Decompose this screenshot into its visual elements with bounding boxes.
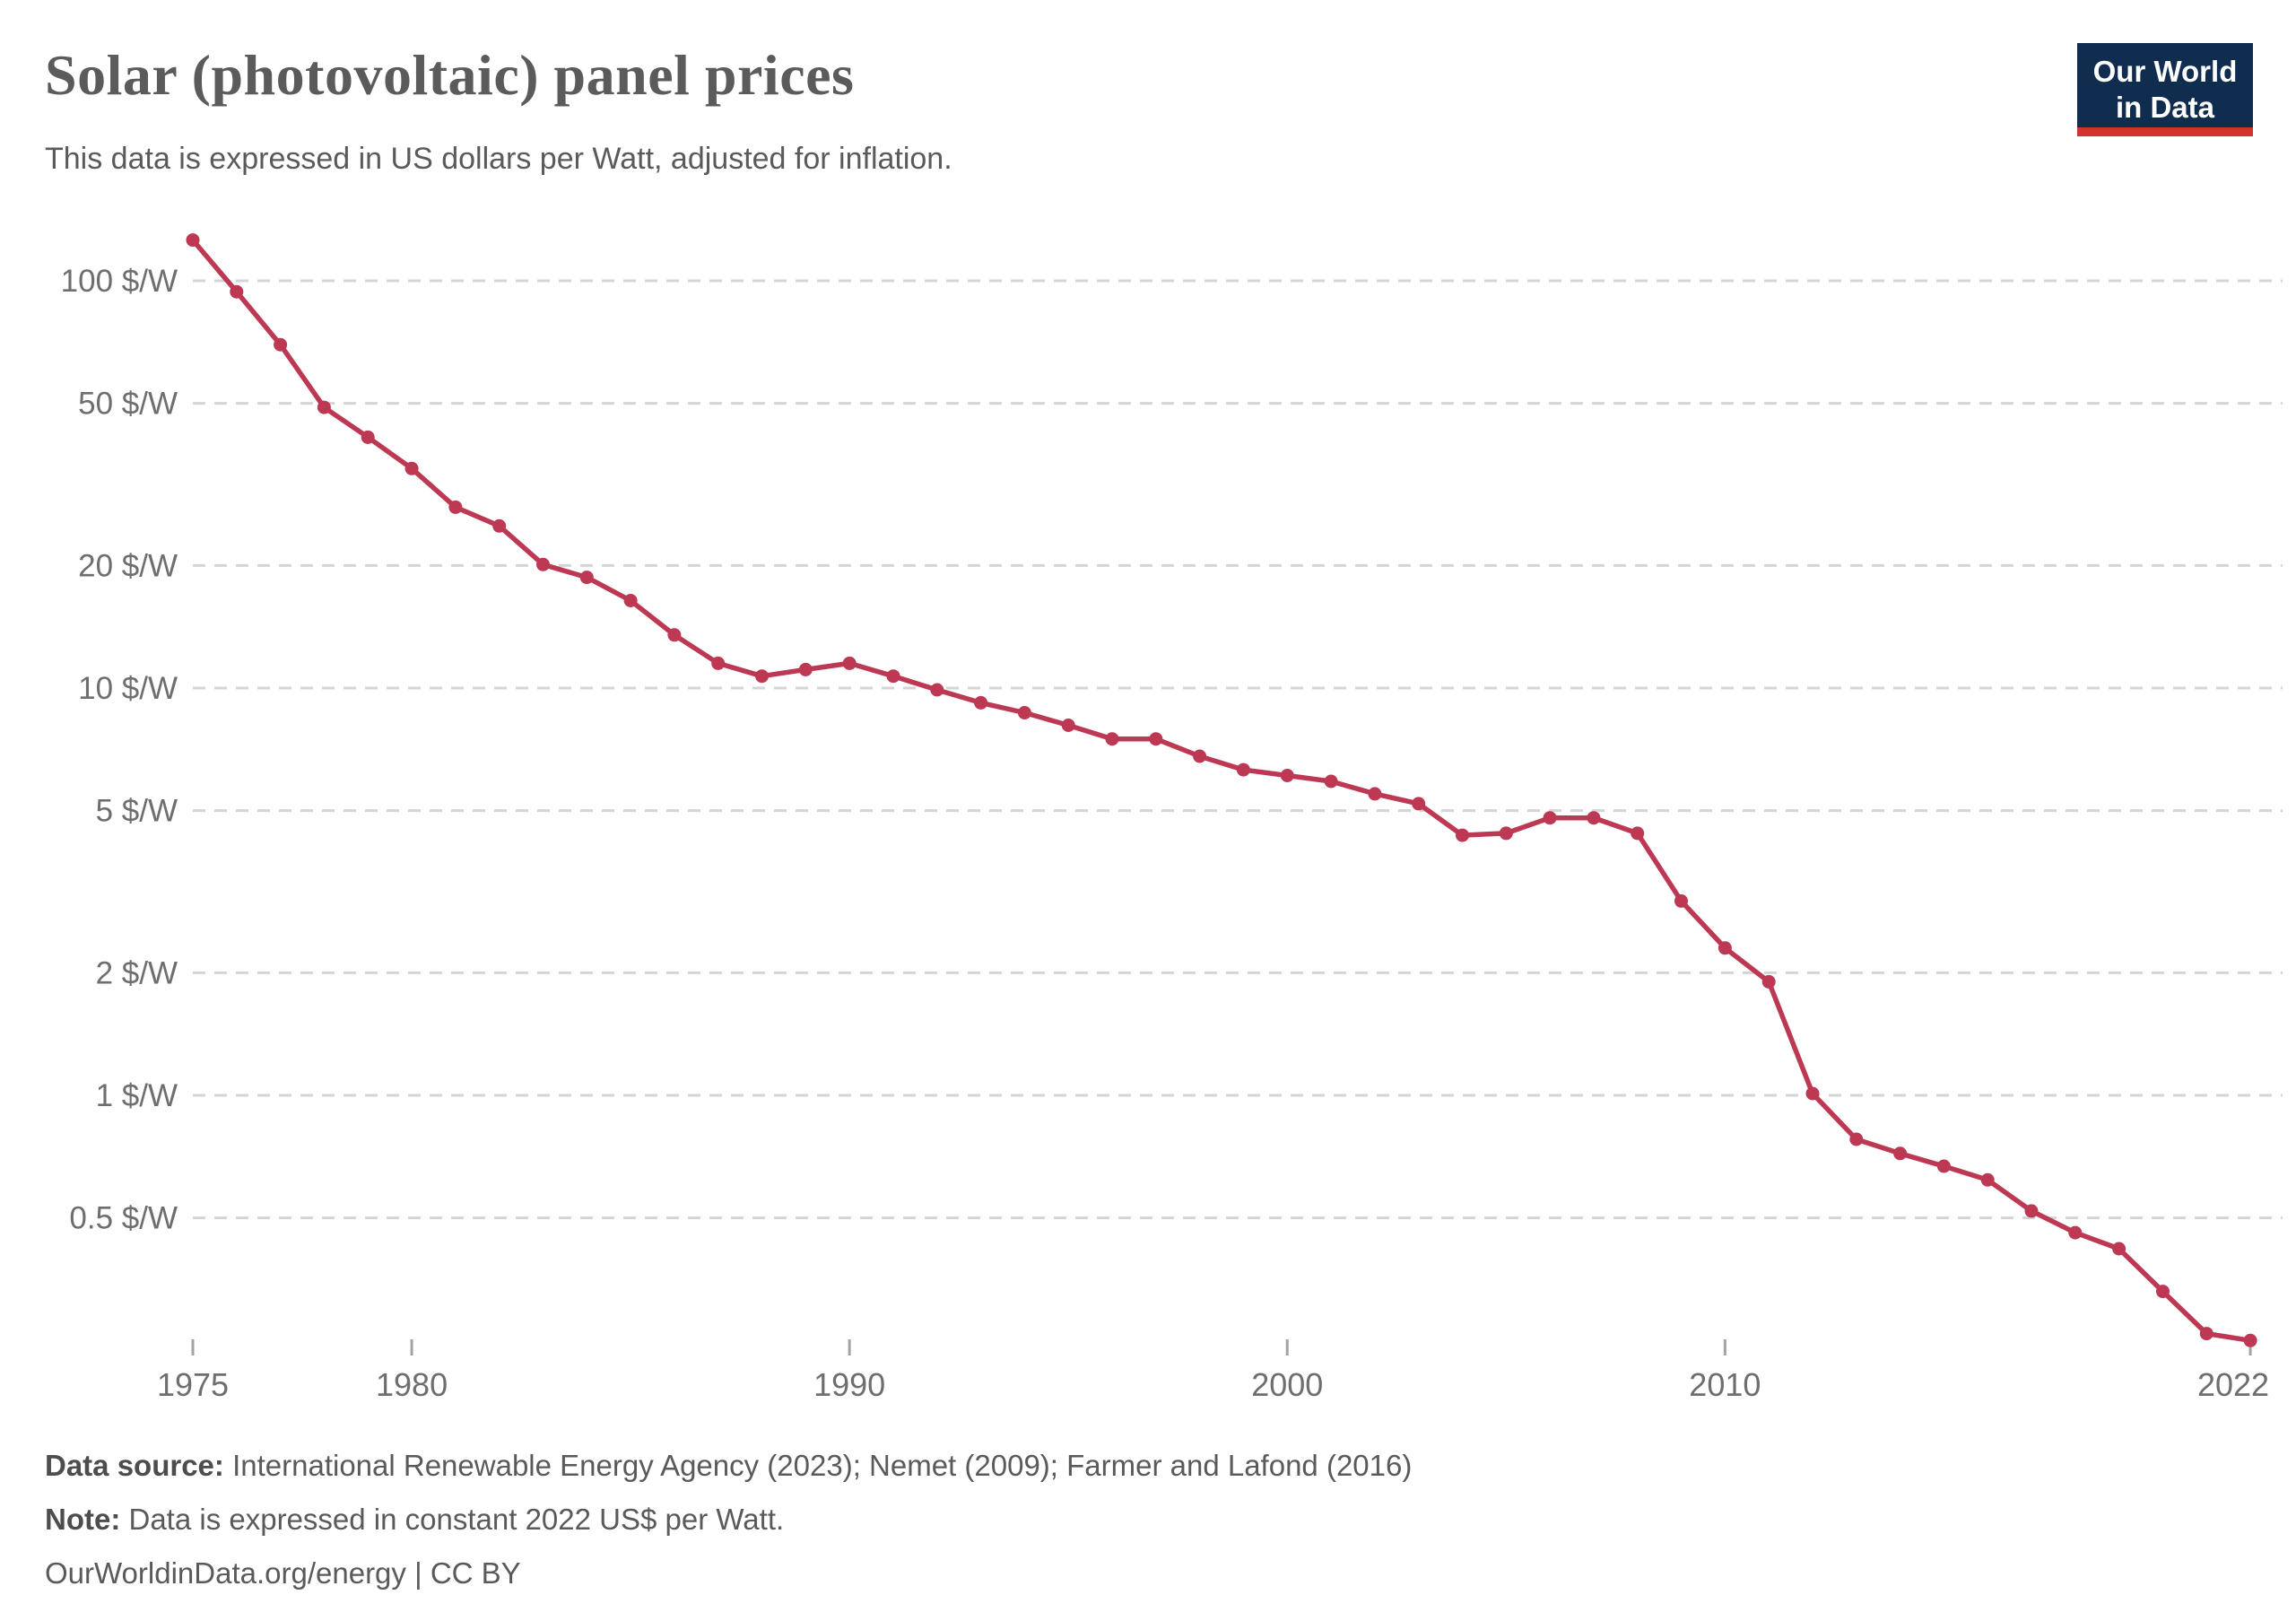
data-point-1978[interactable]	[317, 400, 331, 414]
data-point-2009[interactable]	[1674, 893, 1688, 908]
data-point-2003[interactable]	[1412, 797, 1426, 811]
x-axis-label-2000: 2000	[1251, 1366, 1323, 1403]
data-point-2019[interactable]	[2112, 1242, 2126, 1256]
data-point-2002[interactable]	[1368, 787, 1382, 801]
data-point-2006[interactable]	[1543, 811, 1557, 825]
data-point-1995[interactable]	[1061, 719, 1075, 732]
data-point-1996[interactable]	[1105, 732, 1119, 746]
data-point-2007[interactable]	[1587, 811, 1601, 825]
data-point-1999[interactable]	[1236, 763, 1250, 777]
data-point-1977[interactable]	[274, 337, 288, 352]
x-axis-label-1975: 1975	[157, 1366, 229, 1403]
x-axis-label-1980: 1980	[376, 1366, 448, 1403]
data-point-1994[interactable]	[1017, 706, 1031, 719]
y-axis-label-5: 5 $/W	[96, 794, 178, 829]
data-point-1981[interactable]	[448, 500, 463, 514]
owid-logo-stripe	[2077, 127, 2253, 136]
owid-logo[interactable]: Our World in Data	[2077, 43, 2253, 136]
data-point-1984[interactable]	[579, 571, 594, 585]
data-point-1988[interactable]	[755, 669, 769, 684]
chart-subtitle: This data is expressed in US dollars per…	[45, 142, 952, 176]
data-point-1979[interactable]	[361, 430, 375, 444]
y-axis-label-0.5: 0.5 $/W	[69, 1201, 178, 1236]
data-point-1989[interactable]	[798, 662, 813, 676]
x-axis-label-2022: 2022	[2197, 1366, 2269, 1403]
data-point-2008[interactable]	[1631, 826, 1645, 841]
data-point-2020[interactable]	[2156, 1285, 2170, 1299]
data-point-1980[interactable]	[404, 461, 419, 475]
chart-footer: Data source: International Renewable Ene…	[45, 1439, 1412, 1600]
data-point-1998[interactable]	[1193, 749, 1207, 763]
data-point-1997[interactable]	[1149, 732, 1163, 746]
data-point-2001[interactable]	[1324, 774, 1338, 789]
y-axis-label-2: 2 $/W	[96, 955, 178, 990]
data-point-1975[interactable]	[186, 233, 200, 248]
data-point-1983[interactable]	[536, 557, 550, 571]
data-point-2014[interactable]	[1893, 1146, 1908, 1161]
data-point-2005[interactable]	[1499, 826, 1513, 841]
data-point-2017[interactable]	[2024, 1204, 2039, 1218]
note-line: Note: Data is expressed in constant 2022…	[45, 1493, 1412, 1547]
data-point-2012[interactable]	[1805, 1086, 1820, 1101]
data-point-1985[interactable]	[623, 594, 638, 607]
page-title: Solar (photovoltaic) panel prices	[45, 43, 855, 107]
data-point-2015[interactable]	[1936, 1159, 1951, 1173]
y-axis-label-1: 1 $/W	[96, 1078, 178, 1113]
note-text: Data is expressed in constant 2022 US$ p…	[128, 1503, 785, 1536]
x-axis-label-2010: 2010	[1689, 1366, 1761, 1403]
data-point-1991[interactable]	[886, 669, 900, 684]
y-axis-label-10: 10 $/W	[78, 671, 178, 706]
data-source-line: Data source: International Renewable Ene…	[45, 1439, 1412, 1493]
y-axis-label-100: 100 $/W	[61, 264, 178, 299]
data-point-1982[interactable]	[492, 519, 507, 533]
data-point-1990[interactable]	[842, 656, 857, 670]
data-point-2004[interactable]	[1456, 828, 1469, 842]
data-point-2013[interactable]	[1849, 1132, 1864, 1146]
data-point-2011[interactable]	[1761, 974, 1776, 989]
y-axis-label-50: 50 $/W	[78, 387, 178, 422]
data-point-2018[interactable]	[2068, 1225, 2083, 1240]
data-point-2022[interactable]	[2243, 1333, 2257, 1347]
data-point-2021[interactable]	[2199, 1327, 2213, 1341]
x-axis-label-1990: 1990	[813, 1366, 885, 1403]
attribution-text: OurWorldinData.org/energy | CC BY	[45, 1556, 521, 1590]
data-point-1992[interactable]	[930, 683, 944, 697]
data-point-2010[interactable]	[1718, 941, 1732, 955]
data-source-label: Data source:	[45, 1449, 224, 1482]
y-axis-label-20: 20 $/W	[78, 548, 178, 583]
data-point-1993[interactable]	[974, 695, 988, 710]
data-point-1976[interactable]	[230, 284, 244, 299]
data-source-text: International Renewable Energy Agency (2…	[232, 1449, 1413, 1482]
data-point-1987[interactable]	[711, 656, 726, 670]
note-label: Note:	[45, 1503, 121, 1536]
owid-logo-line2: in Data	[2115, 91, 2215, 124]
data-point-2016[interactable]	[1980, 1172, 1995, 1187]
attribution-line[interactable]: OurWorldinData.org/energy | CC BY	[45, 1547, 1412, 1600]
price-line	[190, 237, 2253, 1344]
data-point-2000[interactable]	[1280, 769, 1294, 782]
owid-logo-line1: Our World	[2092, 55, 2238, 88]
data-point-1986[interactable]	[667, 628, 682, 642]
